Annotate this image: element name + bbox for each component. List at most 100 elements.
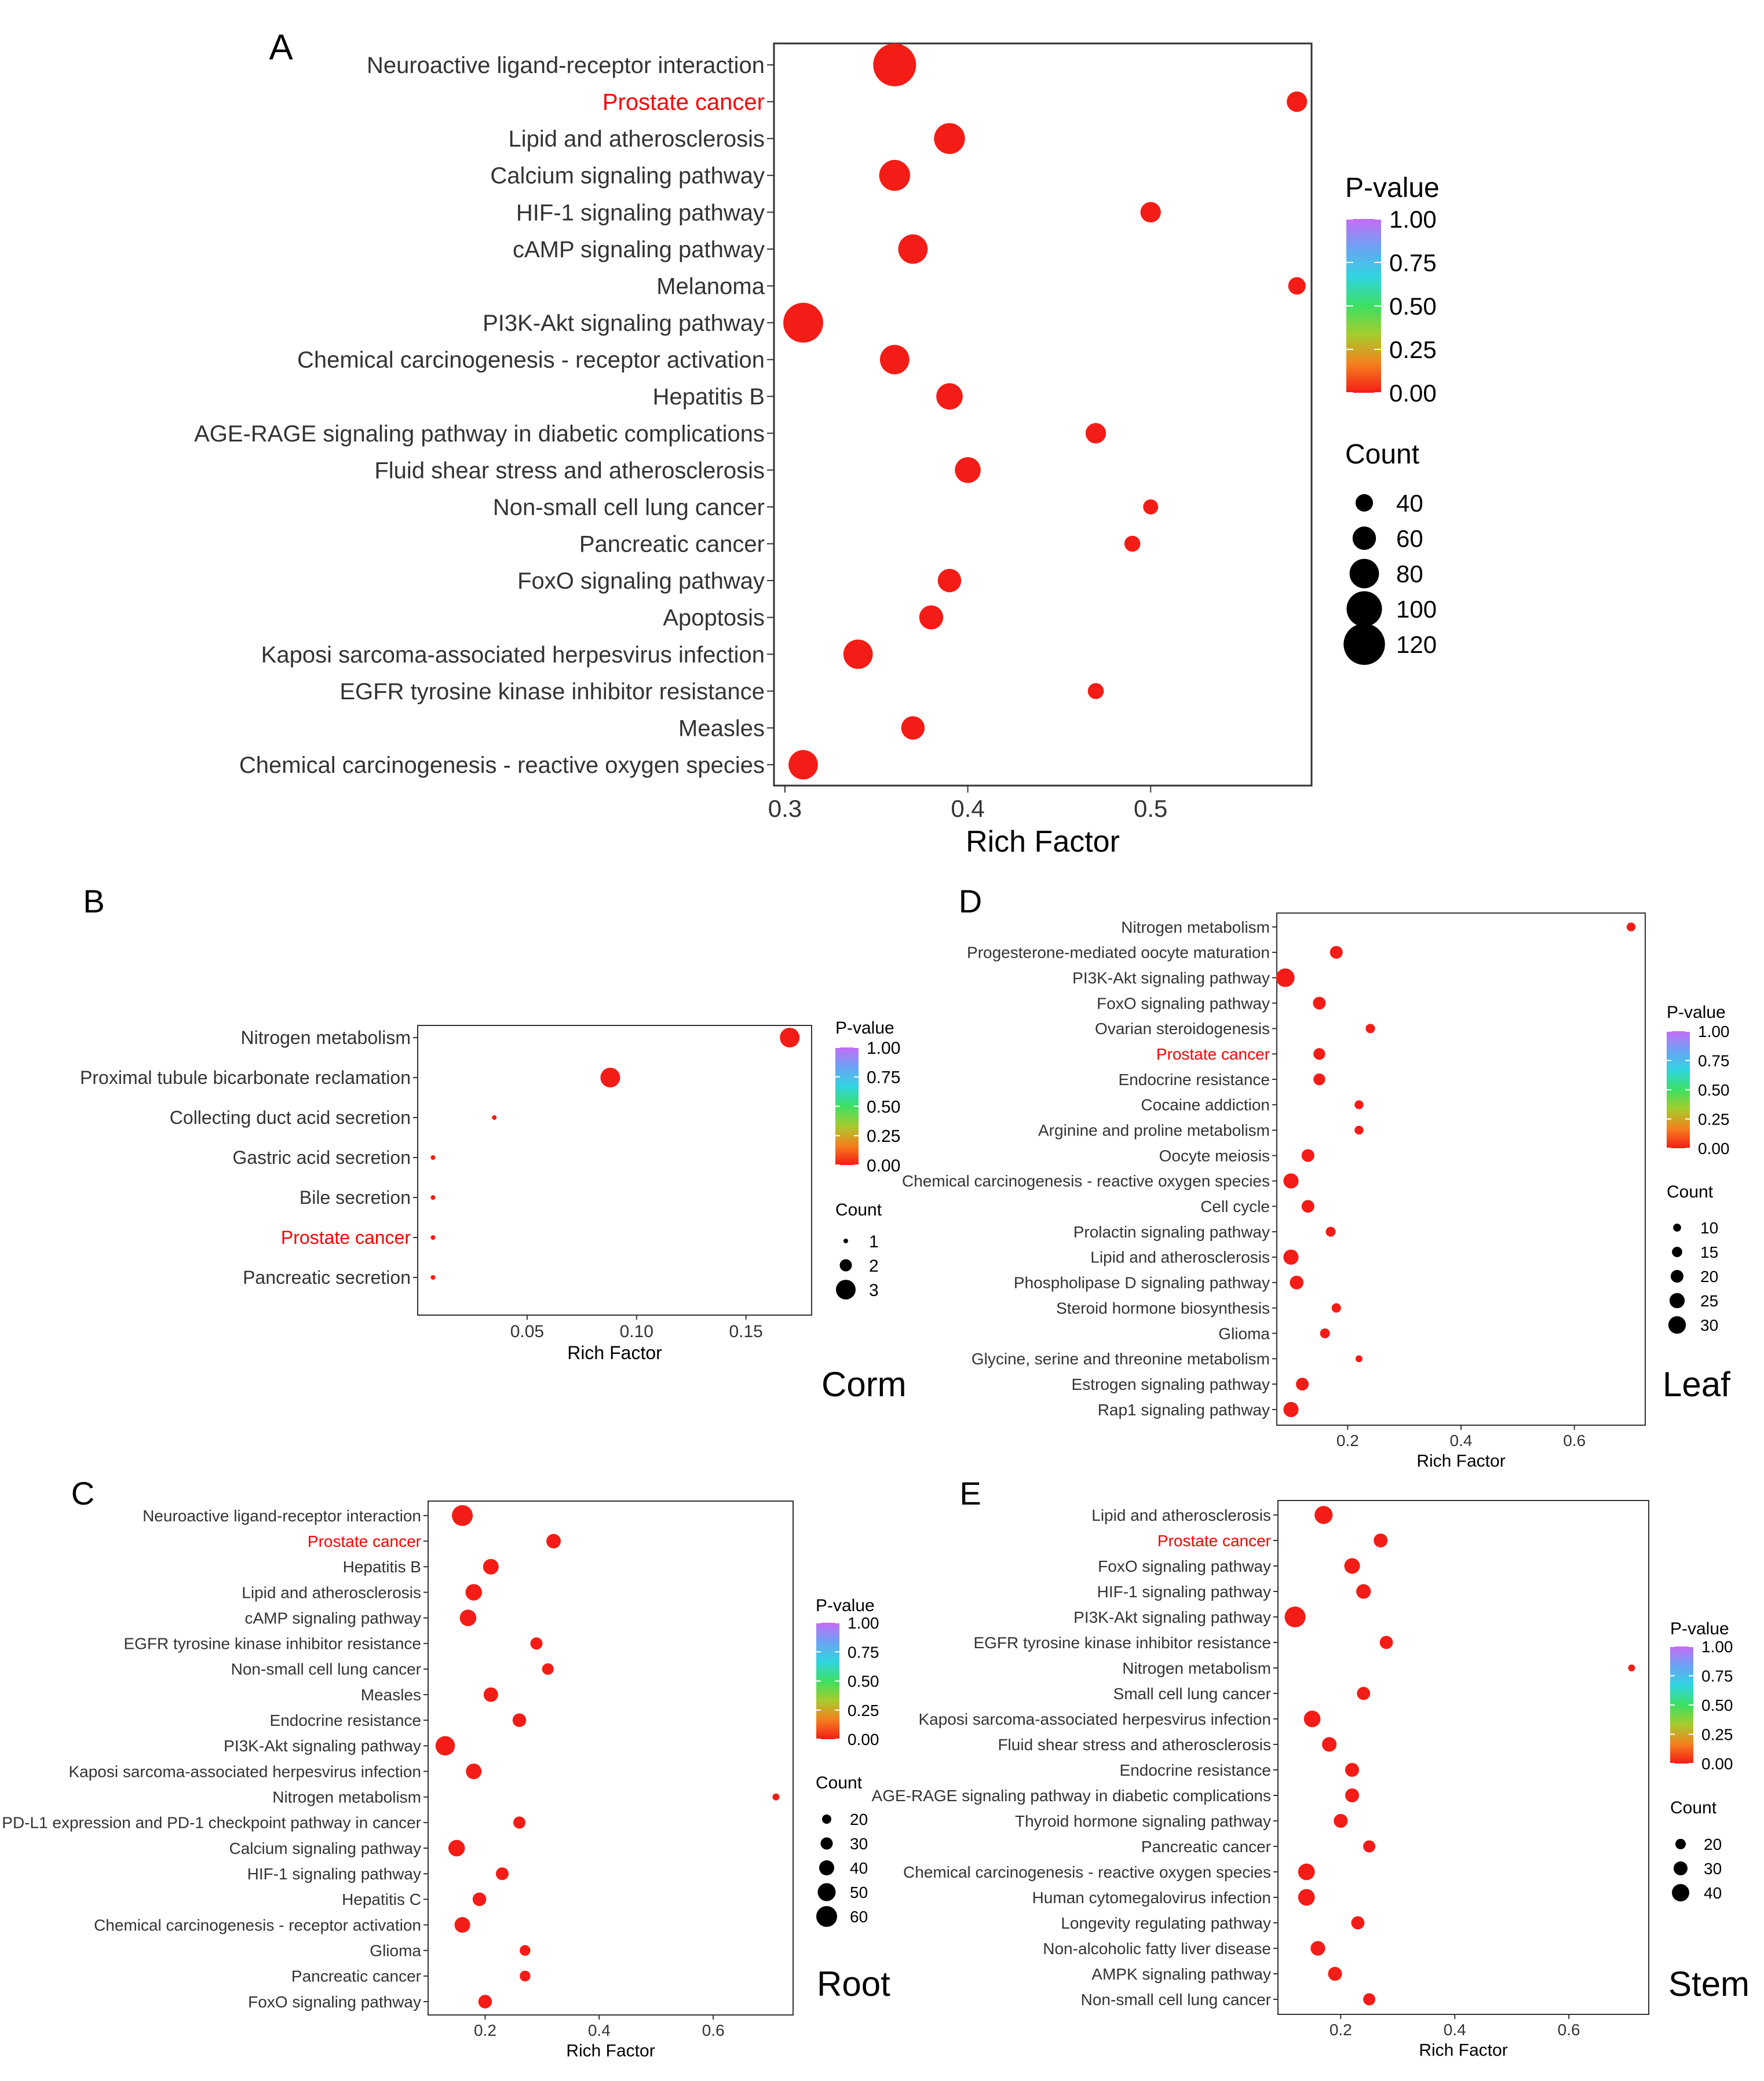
legend-count-label: 30 <box>1704 1860 1722 1878</box>
bubble-small-cell-lung-cancer <box>1357 1686 1371 1700</box>
bubble-fluid-shear-stress-and-atherosclerosis <box>1322 1737 1337 1752</box>
legend-pvalue-label: 0.50 <box>867 1097 900 1116</box>
y-label-thyroid-hormone-signaling-pathway: Thyroid hormone signaling pathway <box>1015 1812 1271 1830</box>
x-tick-label: 0.6 <box>702 2021 725 2039</box>
bubble-foxo-signaling-pathway <box>478 1995 492 2009</box>
bubble-glioma <box>1320 1328 1330 1338</box>
bubble-pd-l1-expression-and-pd-1-checkpoint-pathway-in-cancer <box>513 1816 525 1829</box>
bubble-kaposi-sarcoma-associated-herpesvirus-infection <box>1303 1710 1321 1728</box>
y-label-measles: Measles <box>678 715 765 741</box>
panel-e-bubble-chart: E Lipid and atherosclerosis Prostate cance… <box>872 1475 1750 2060</box>
legend-count-title: Count <box>816 1773 863 1792</box>
tissue-label-corm: Corm <box>821 1365 907 1404</box>
y-label-non-small-cell-lung-cancer: Non-small cell lung cancer <box>1081 1991 1271 2009</box>
panel-d-bubble-chart: D Nitrogen metabolism Progesterone-mediate… <box>902 883 1730 1470</box>
legend-pvalue-label: 0.25 <box>1701 1726 1733 1744</box>
y-label-oocyte-meiosis: Oocyte meiosis <box>1159 1147 1270 1164</box>
bubble-kaposi-sarcoma-associated-herpesvirus-infection <box>466 1764 482 1780</box>
y-label-phospholipase-d-signaling-pathway: Phospholipase D signaling pathway <box>1014 1274 1270 1292</box>
y-label-glycine-serine-and-threonine-metabolism: Glycine, serine and threonine metabolism <box>972 1350 1270 1368</box>
bubble-hepatitis-c <box>472 1892 487 1907</box>
bubble-melanoma <box>1288 277 1306 295</box>
y-label-bile-secretion: Bile secretion <box>300 1187 411 1208</box>
legend-count-label: 30 <box>1700 1316 1718 1334</box>
bubble-ampk-signaling-pathway <box>1328 1967 1342 1981</box>
y-label-age-rage-signaling-pathway-in-diabetic-complications: AGE-RAGE signaling pathway in diabetic c… <box>872 1787 1271 1805</box>
x-axis-title: Rich Factor <box>567 1342 662 1363</box>
legend-count-dot <box>1668 1316 1686 1334</box>
y-label-chemical-carcinogenesis-reactive-oxygen-species: Chemical carcinogenesis - reactive oxyge… <box>239 753 765 778</box>
y-label-foxo-signaling-pathway: FoxO signaling pathway <box>248 1993 421 2011</box>
y-label-melanoma: Melanoma <box>656 273 765 299</box>
bubble-endocrine-resistance <box>1345 1763 1359 1777</box>
legend-count-label: 120 <box>1396 631 1437 658</box>
bubble-age-rage-signaling-pathway-in-diabetic-complications <box>1345 1788 1359 1802</box>
y-label-progesterone-mediated-oocyte-maturation: Progesterone-mediated oocyte maturation <box>967 944 1270 962</box>
y-label-prostate-cancer: Prostate cancer <box>602 90 765 115</box>
legend-count-dot <box>1343 623 1385 665</box>
legend-pvalue-label: 0.25 <box>1389 336 1437 363</box>
y-label-nitrogen-metabolism: Nitrogen metabolism <box>1121 918 1270 936</box>
bubble-prostate-cancer <box>1287 91 1308 112</box>
y-label-human-cytomegalovirus-infection: Human cytomegalovirus infection <box>1032 1889 1271 1907</box>
x-tick-label: 0.6 <box>1563 1432 1586 1450</box>
legend-count-dot <box>1673 1224 1681 1232</box>
bubble-pi3k-akt-signaling-pathway <box>1284 1607 1306 1627</box>
legend-pvalue-label: 0.75 <box>1701 1667 1733 1685</box>
y-label-calcium-signaling-pathway: Calcium signaling pathway <box>490 163 765 189</box>
y-label-pi3k-akt-signaling-pathway: PI3K-Akt signaling pathway <box>224 1737 421 1755</box>
legend-count-dot <box>1669 1293 1685 1309</box>
bubble-chemical-carcinogenesis-reactive-oxygen-species <box>788 750 818 780</box>
bubble-pancreatic-cancer <box>520 1970 531 1982</box>
y-label-lipid-and-atherosclerosis: Lipid and atherosclerosis <box>1091 1506 1271 1524</box>
y-label-glioma: Glioma <box>1218 1324 1270 1342</box>
y-label-prostate-cancer: Prostate cancer <box>308 1532 421 1550</box>
x-tick-label: 0.15 <box>729 1322 762 1341</box>
y-label-prostate-cancer: Prostate cancer <box>1156 1045 1270 1063</box>
legend-count-title: Count <box>1345 439 1419 470</box>
bubble-hif-1-signaling-pathway <box>1140 202 1161 222</box>
bubble-longevity-regulating-pathway <box>1351 1916 1365 1930</box>
bubble-pancreatic-cancer <box>1124 535 1141 552</box>
legend-pvalue-label: 0.25 <box>1698 1111 1730 1129</box>
bubble-prostate-cancer <box>546 1534 561 1549</box>
legend-count-title: Count <box>1670 1798 1717 1817</box>
bubble-age-rage-signaling-pathway-in-diabetic-complications <box>1085 423 1106 444</box>
x-tick-label: 0.4 <box>1444 2021 1466 2039</box>
y-label-measles: Measles <box>361 1686 421 1704</box>
y-label-camp-signaling-pathway: cAMP signaling pathway <box>513 237 765 262</box>
x-tick-label: 0.2 <box>474 2021 496 2039</box>
legend-count-dot <box>1672 1884 1689 1901</box>
legend-count-label: 20 <box>1700 1268 1718 1286</box>
y-label-chemical-carcinogenesis-reactive-oxygen-species: Chemical carcinogenesis - reactive oxyge… <box>902 1172 1270 1190</box>
bubble-endocrine-resistance <box>512 1713 527 1728</box>
bubble-hif-1-signaling-pathway <box>495 1867 509 1881</box>
y-label-kaposi-sarcoma-associated-herpesvirus-infection: Kaposi sarcoma-associated herpesvirus in… <box>261 642 765 667</box>
bubble-prostate-cancer <box>1374 1534 1388 1547</box>
y-label-hepatitis-b: Hepatitis B <box>343 1558 421 1576</box>
y-label-foxo-signaling-pathway: FoxO signaling pathway <box>517 568 765 594</box>
legend-count-dot <box>839 1259 852 1272</box>
bubble-nitrogen-metabolism <box>780 1028 800 1047</box>
legend-pvalue-label: 0.25 <box>867 1127 900 1146</box>
legend-count-label: 80 <box>1396 560 1423 587</box>
x-tick-label: 0.4 <box>1450 1432 1473 1450</box>
x-tick-label: 0.3 <box>768 795 802 822</box>
y-label-hepatitis-b: Hepatitis B <box>653 384 765 410</box>
bubble-pi3k-akt-signaling-pathway <box>1276 968 1295 987</box>
y-label-proximal-tubule-bicarbonate-reclamation: Proximal tubule bicarbonate reclamation <box>80 1067 411 1088</box>
y-label-hif-1-signaling-pathway: HIF-1 signaling pathway <box>247 1865 421 1883</box>
legend-count-label: 40 <box>1704 1884 1722 1902</box>
y-label-lipid-and-atherosclerosis: Lipid and atherosclerosis <box>242 1583 421 1601</box>
legend-count-title: Count <box>1667 1182 1714 1202</box>
y-label-chemical-carcinogenesis-receptor-activation: Chemical carcinogenesis - receptor activ… <box>94 1916 421 1934</box>
legend-count-label: 2 <box>869 1257 879 1276</box>
y-label-endocrine-resistance: Endocrine resistance <box>1120 1761 1271 1779</box>
y-label-steroid-hormone-biosynthesis: Steroid hormone biosynthesis <box>1056 1299 1270 1317</box>
legend-pvalue-label: 0.00 <box>1701 1755 1733 1773</box>
bubble-thyroid-hormone-signaling-pathway <box>1334 1814 1348 1828</box>
y-label-nitrogen-metabolism: Nitrogen metabolism <box>241 1027 411 1048</box>
y-label-hif-1-signaling-pathway: HIF-1 signaling pathway <box>516 200 765 225</box>
panel-letter-a: A <box>269 27 293 67</box>
panel-a-bubble-chart: A Neuroactive ligand-receptor interaction… <box>194 27 1440 859</box>
